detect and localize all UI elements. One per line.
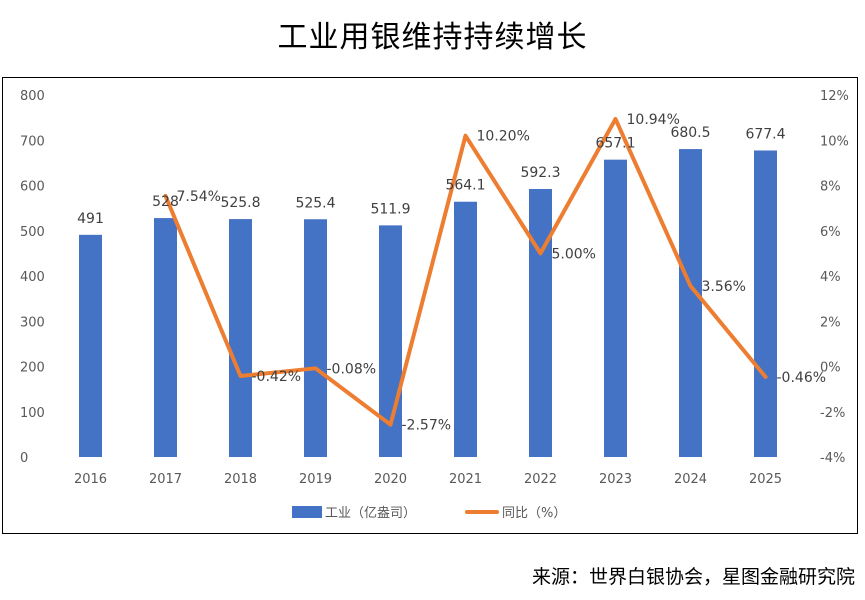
left-axis-tick: 800 bbox=[20, 89, 45, 104]
right-axis-tick: 8% bbox=[820, 180, 841, 195]
bar bbox=[679, 149, 702, 458]
x-axis-tick: 2018 bbox=[224, 472, 257, 487]
chart-frame bbox=[2, 77, 858, 534]
bar-data-label: 528 bbox=[152, 194, 179, 210]
line-point bbox=[239, 374, 242, 378]
left-axis-tick: 400 bbox=[20, 270, 45, 285]
bar bbox=[454, 201, 477, 457]
right-axis-tick: -4% bbox=[820, 451, 845, 466]
x-axis-tick: 2024 bbox=[674, 472, 707, 487]
line-point bbox=[464, 134, 467, 138]
line-data-label: 10.20% bbox=[477, 129, 530, 145]
legend-line-label: 同比（%） bbox=[502, 506, 566, 521]
bar bbox=[529, 188, 552, 457]
right-axis-tick: 4% bbox=[820, 270, 841, 285]
line-data-label: 5.00% bbox=[552, 246, 596, 262]
left-axis-tick: 700 bbox=[20, 134, 45, 149]
left-axis-tick: 500 bbox=[20, 225, 45, 240]
line-data-label: -2.57% bbox=[402, 418, 452, 434]
bar-data-label: 511.9 bbox=[370, 201, 410, 217]
bar bbox=[604, 159, 627, 458]
line-point bbox=[614, 117, 617, 121]
line-data-label: 3.56% bbox=[702, 279, 746, 295]
bar-data-label: 564.1 bbox=[445, 178, 485, 194]
bar-data-label: 592.3 bbox=[520, 165, 560, 181]
bar bbox=[304, 219, 327, 457]
bar-data-label: 680.5 bbox=[670, 125, 710, 141]
left-axis-tick: 0 bbox=[20, 451, 28, 466]
right-axis-tick: 2% bbox=[820, 315, 841, 330]
left-axis-tick: 600 bbox=[20, 180, 45, 195]
bar bbox=[154, 218, 177, 457]
right-axis-tick: -2% bbox=[820, 406, 845, 421]
left-axis-tick: 200 bbox=[20, 361, 45, 376]
x-axis-tick: 2020 bbox=[374, 472, 407, 487]
line-data-label: 7.54% bbox=[177, 189, 221, 205]
line-point bbox=[164, 194, 167, 198]
x-axis-tick: 2017 bbox=[149, 472, 182, 487]
x-axis-tick: 2021 bbox=[449, 472, 482, 487]
bar-data-label: 491 bbox=[77, 211, 104, 227]
line-data-label: -0.08% bbox=[327, 361, 377, 377]
x-axis-tick: 2022 bbox=[524, 472, 557, 487]
source-note: 来源：世界白银协会，星图金融研究院 bbox=[531, 566, 855, 588]
x-axis-tick: 2023 bbox=[599, 472, 632, 487]
x-axis-tick: 2019 bbox=[299, 472, 332, 487]
chart-title: 工业用银维持持续增长 bbox=[277, 20, 588, 55]
x-axis-tick: 2025 bbox=[749, 472, 782, 487]
legend-bar-swatch bbox=[292, 506, 322, 518]
line-point bbox=[314, 366, 317, 370]
line-data-label: -0.46% bbox=[777, 370, 827, 386]
bar-data-label: 657.1 bbox=[595, 136, 635, 152]
right-axis-tick: 10% bbox=[820, 134, 849, 149]
bar bbox=[229, 219, 252, 457]
x-axis-tick: 2016 bbox=[74, 472, 107, 487]
right-axis-tick: 12% bbox=[820, 89, 849, 104]
line-data-label: -0.42% bbox=[252, 369, 302, 385]
bar bbox=[79, 234, 102, 457]
bar-data-label: 525.8 bbox=[220, 195, 260, 211]
bar-data-label: 525.4 bbox=[295, 195, 335, 211]
left-axis-tick: 300 bbox=[20, 315, 45, 330]
bar bbox=[754, 150, 777, 457]
line-data-label: 10.94% bbox=[627, 112, 680, 128]
bar-data-label: 677.4 bbox=[745, 126, 785, 142]
right-axis-tick: 6% bbox=[820, 225, 841, 240]
line-point bbox=[539, 251, 542, 255]
right-axis-tick: 0% bbox=[820, 361, 841, 376]
line-point bbox=[389, 423, 392, 427]
line-point bbox=[764, 375, 767, 379]
line-point bbox=[689, 284, 692, 288]
left-axis-tick: 100 bbox=[20, 406, 45, 421]
legend-bar-label: 工业（亿盎司） bbox=[325, 506, 416, 521]
